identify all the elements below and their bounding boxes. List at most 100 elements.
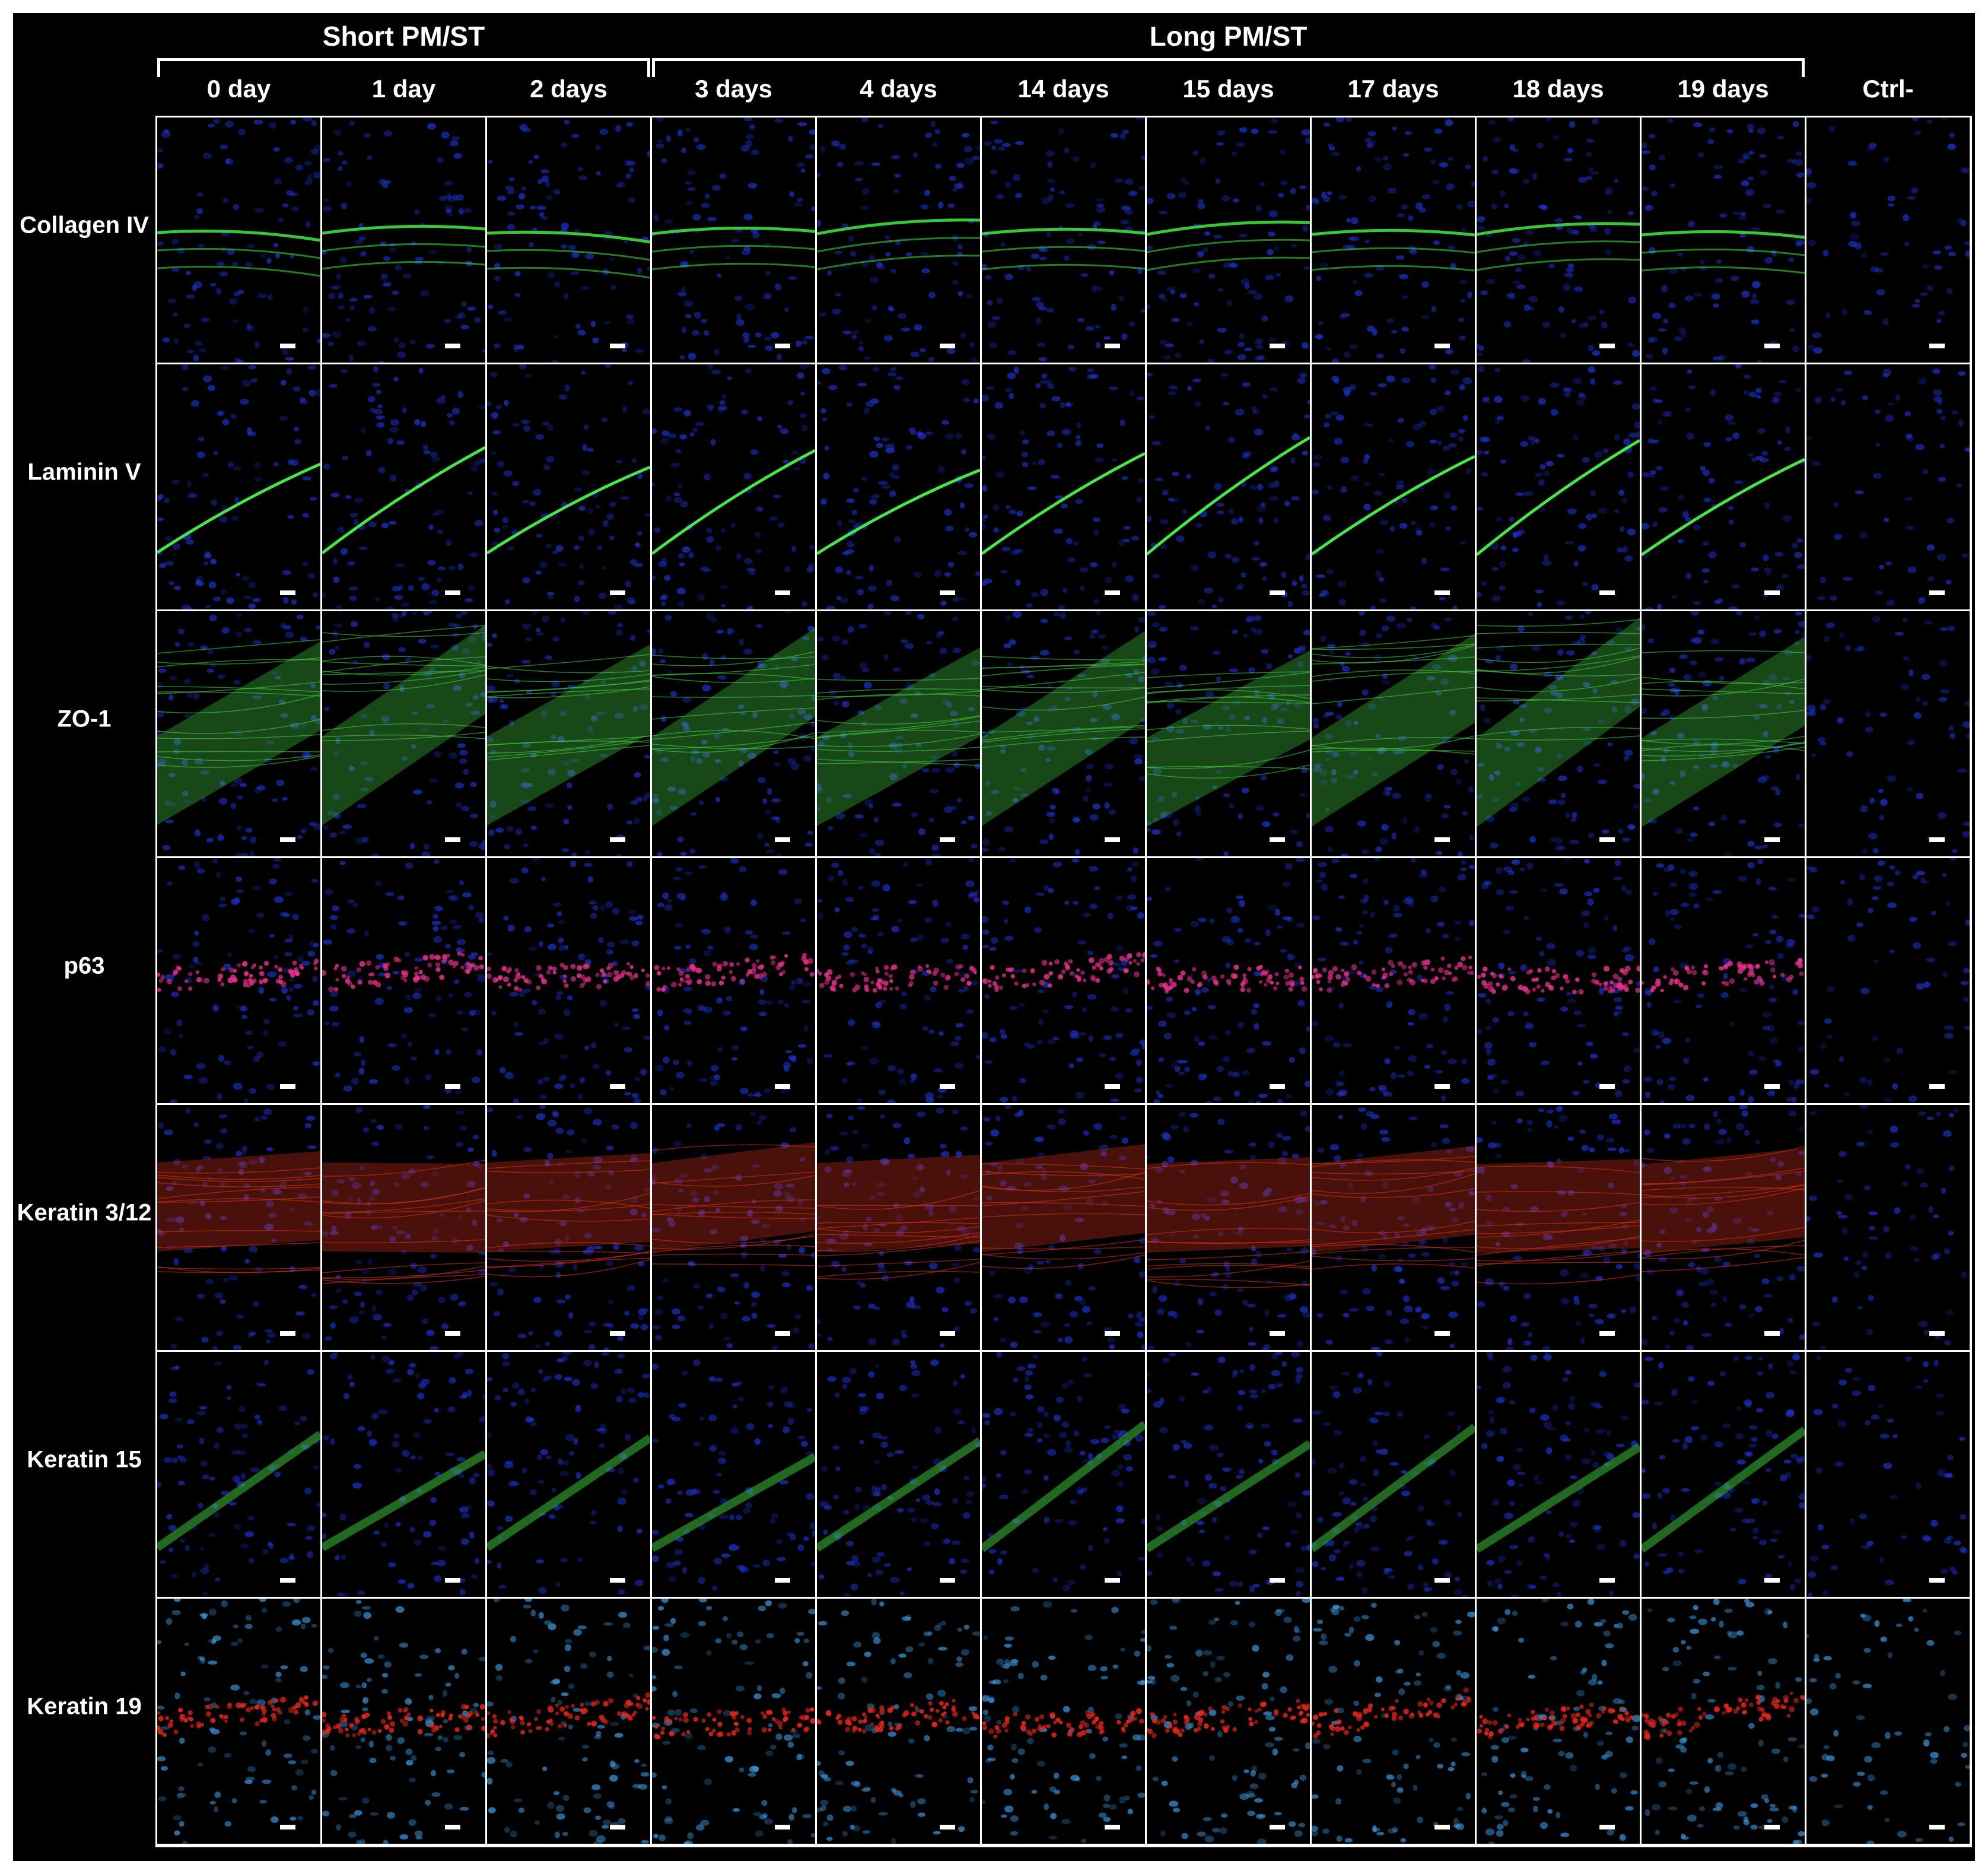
micrograph-laminin-7 xyxy=(1312,364,1475,609)
column-label-4: 4 days xyxy=(860,75,937,103)
micrograph-laminin-4 xyxy=(817,364,980,609)
scale-bar xyxy=(1270,590,1285,595)
scale-bar xyxy=(1599,1825,1615,1829)
micrograph-k19-3 xyxy=(652,1599,815,1844)
scale-bar xyxy=(610,344,625,348)
scale-bar xyxy=(1599,590,1615,595)
micrograph-zo1-5 xyxy=(982,611,1145,856)
micrograph-collagen-2 xyxy=(487,117,650,363)
micrograph-zo1-8 xyxy=(1477,611,1640,856)
group-bracket-tick-1-0 xyxy=(652,58,655,77)
micrograph-k15-8 xyxy=(1477,1352,1640,1597)
micrograph-k15-7 xyxy=(1312,1352,1475,1597)
group-bracket-1 xyxy=(652,58,1805,61)
scale-bar xyxy=(445,1578,460,1583)
micrograph-k312-0 xyxy=(157,1105,320,1350)
scale-bar xyxy=(1270,837,1285,842)
scale-bar xyxy=(1270,1825,1285,1829)
scale-bar xyxy=(1764,1825,1780,1829)
scale-bar xyxy=(1270,1331,1285,1336)
micrograph-p63-4 xyxy=(817,858,980,1103)
micrograph-k312-5 xyxy=(982,1105,1145,1350)
micrograph-k15-1 xyxy=(322,1352,485,1597)
micrograph-k19-9 xyxy=(1642,1599,1805,1844)
scale-bar xyxy=(1929,1331,1945,1336)
micrograph-p63-9 xyxy=(1642,858,1805,1103)
micrograph-k312-1 xyxy=(322,1105,485,1350)
micrograph-p63-6 xyxy=(1147,858,1310,1103)
scale-bar xyxy=(940,344,955,348)
micrograph-k312-6 xyxy=(1147,1105,1310,1350)
scale-bar xyxy=(775,1331,790,1336)
micrograph-zo1-9 xyxy=(1642,611,1805,856)
micrograph-k312-9 xyxy=(1642,1105,1805,1350)
group-bracket-tick-0-0 xyxy=(157,58,160,77)
scale-bar xyxy=(610,1331,625,1336)
column-label-6: 15 days xyxy=(1182,75,1274,103)
micrograph-p63-3 xyxy=(652,858,815,1103)
scale-bar xyxy=(1599,1084,1615,1089)
micrograph-collagen-8 xyxy=(1477,117,1640,363)
micrograph-k15-10 xyxy=(1806,1352,1970,1597)
micrograph-laminin-8 xyxy=(1477,364,1640,609)
group-label-long-pm-st: Long PM/ST xyxy=(1149,21,1308,52)
scale-bar xyxy=(940,1578,955,1583)
micrograph-p63-10 xyxy=(1806,858,1970,1103)
scale-bar xyxy=(610,837,625,842)
scale-bar xyxy=(775,1084,790,1089)
scale-bar xyxy=(1764,344,1780,348)
micrograph-k312-2 xyxy=(487,1105,650,1350)
micrograph-zo1-3 xyxy=(652,611,815,856)
micrograph-laminin-9 xyxy=(1642,364,1805,609)
micrograph-k19-4 xyxy=(817,1599,980,1844)
micrograph-k15-0 xyxy=(157,1352,320,1597)
row-label-k312: Keratin 3/12 xyxy=(17,1199,152,1225)
scale-bar xyxy=(1270,1578,1285,1583)
scale-bar xyxy=(280,1331,295,1336)
micrograph-collagen-1 xyxy=(322,117,485,363)
micrograph-laminin-1 xyxy=(322,364,485,609)
micrograph-collagen-10 xyxy=(1806,117,1970,363)
column-label-0: 0 day xyxy=(206,75,271,103)
row-label-collagen: Collagen IV xyxy=(20,212,149,238)
row-label-p63: p63 xyxy=(63,952,105,979)
micrograph-laminin-3 xyxy=(652,364,815,609)
micrograph-k19-5 xyxy=(982,1599,1145,1844)
micrograph-p63-5 xyxy=(982,858,1145,1103)
scale-bar xyxy=(1929,590,1945,595)
micrograph-zo1-4 xyxy=(817,611,980,856)
scale-bar xyxy=(1105,590,1120,595)
scale-bar xyxy=(1434,1825,1450,1829)
scale-bar xyxy=(1105,1331,1120,1336)
micrograph-collagen-3 xyxy=(652,117,815,363)
scale-bar xyxy=(1599,344,1615,348)
micrograph-collagen-6 xyxy=(1147,117,1310,363)
micrograph-zo1-10 xyxy=(1806,611,1970,856)
column-label-2: 2 days xyxy=(530,75,607,103)
micrograph-k15-5 xyxy=(982,1352,1145,1597)
scale-bar xyxy=(610,1084,625,1089)
scale-bar xyxy=(280,1084,295,1089)
micrograph-p63-8 xyxy=(1477,858,1640,1103)
scale-bar xyxy=(775,1578,790,1583)
micrograph-k15-4 xyxy=(817,1352,980,1597)
micrograph-k15-3 xyxy=(652,1352,815,1597)
micrograph-p63-7 xyxy=(1312,858,1475,1103)
micrograph-k19-7 xyxy=(1312,1599,1475,1844)
scale-bar xyxy=(775,344,790,348)
micrograph-collagen-7 xyxy=(1312,117,1475,363)
column-label-9: 19 days xyxy=(1677,75,1769,103)
micrograph-k19-6 xyxy=(1147,1599,1310,1844)
micrograph-k19-10 xyxy=(1806,1599,1970,1844)
scale-bar xyxy=(775,837,790,842)
micrograph-collagen-4 xyxy=(817,117,980,363)
micrograph-k312-10 xyxy=(1806,1105,1970,1350)
column-label-7: 17 days xyxy=(1347,75,1439,103)
micrograph-k312-3 xyxy=(652,1105,815,1350)
micrograph-zo1-0 xyxy=(157,611,320,856)
micrograph-k19-1 xyxy=(322,1599,485,1844)
scale-bar xyxy=(1434,1331,1450,1336)
scale-bar xyxy=(1105,1825,1120,1829)
column-label-10: Ctrl- xyxy=(1862,75,1914,103)
